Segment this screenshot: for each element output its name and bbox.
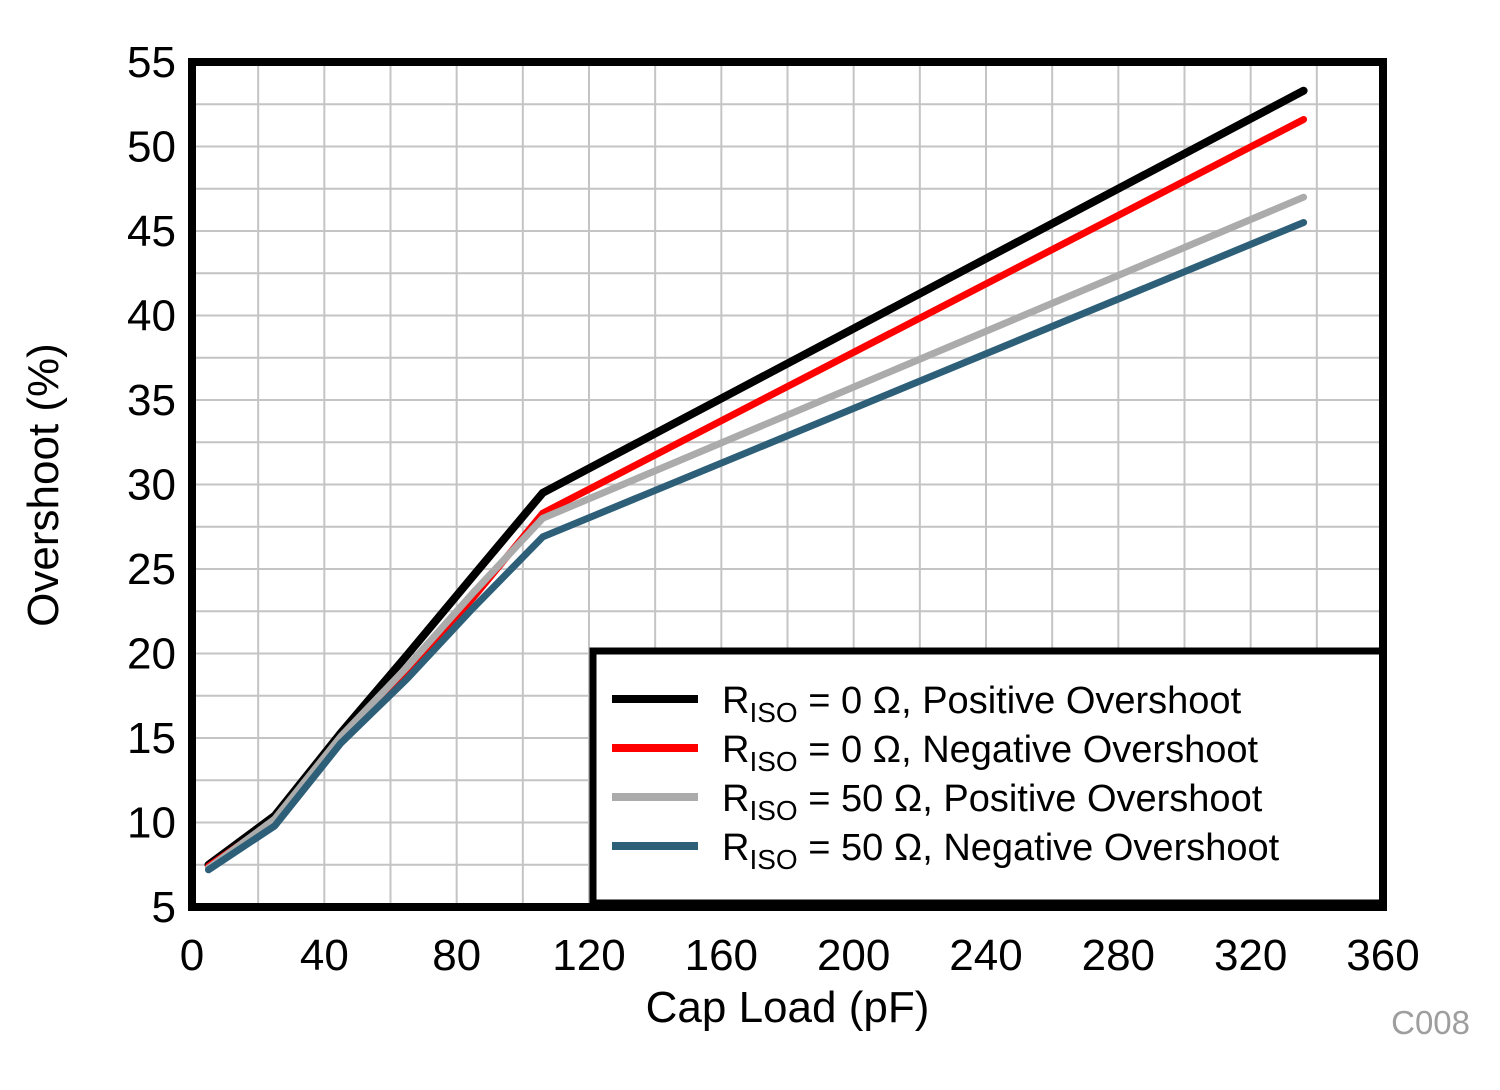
y-tick-label: 5 [152, 883, 176, 932]
y-tick-label: 50 [127, 123, 176, 172]
y-tick-label: 15 [127, 714, 176, 763]
y-tick-label: 55 [127, 38, 176, 87]
x-tick-label: 160 [685, 931, 758, 980]
legend-entry-label-3: RISO = 50 Ω, Negative Overshoot [722, 827, 1280, 875]
x-tick-label: 80 [432, 931, 481, 980]
figure-code-label: C008 [1391, 1004, 1470, 1041]
x-tick-label: 40 [300, 931, 349, 980]
plot-border [188, 58, 1387, 911]
y-tick-label: 45 [127, 207, 176, 256]
y-tick-label: 35 [127, 376, 176, 425]
y-tick-label: 10 [127, 799, 176, 848]
x-tick-label: 200 [817, 931, 890, 980]
y-tick-label: 25 [127, 545, 176, 594]
legend-entry-label-1: RISO = 0 Ω, Negative Overshoot [722, 729, 1258, 777]
x-tick-label: 280 [1082, 931, 1155, 980]
y-tick-label: 40 [127, 292, 176, 341]
y-axis-title: Overshoot (%) [19, 343, 68, 627]
legend-box [589, 647, 1387, 907]
x-tick-labels: 0 40 80 120 160 200 240 280 320 360 [180, 931, 1420, 980]
x-tick-label: 0 [180, 931, 204, 980]
x-tick-label: 360 [1346, 931, 1419, 980]
x-tick-label: 320 [1214, 931, 1287, 980]
y-tick-labels: 5 10 15 20 25 30 35 40 45 50 55 [127, 38, 176, 932]
x-axis-title: Cap Load (pF) [645, 983, 930, 1032]
legend-entry-label-2: RISO = 50 Ω, Positive Overshoot [722, 778, 1263, 826]
series-lines [204, 86, 1308, 874]
series-line-2 [205, 193, 1308, 872]
x-tick-label: 240 [949, 931, 1022, 980]
x-tick-label: 120 [552, 931, 625, 980]
series-line-3 [205, 219, 1308, 874]
y-tick-label: 20 [127, 630, 176, 679]
y-tick-label: 30 [127, 461, 176, 510]
legend-entry-label-0: RISO = 0 Ω, Positive Overshoot [722, 680, 1242, 728]
